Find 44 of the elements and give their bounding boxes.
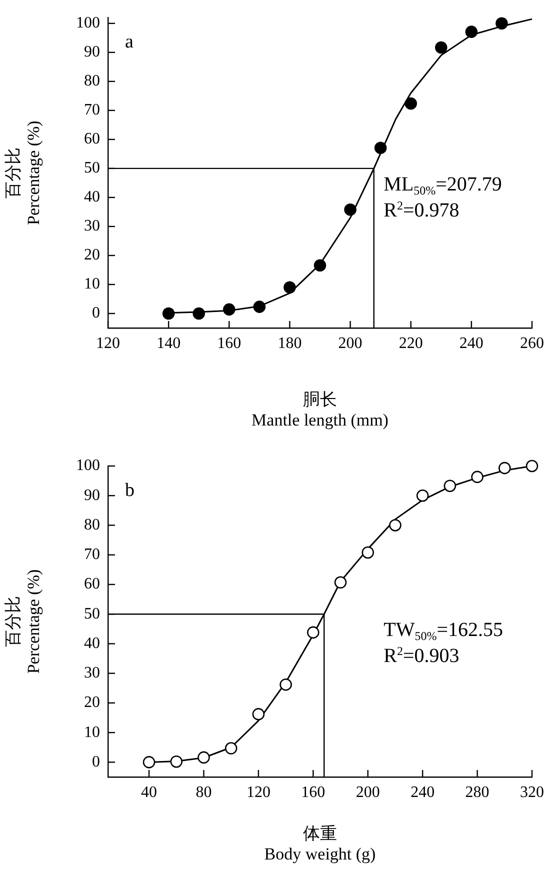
- x-tick-label: 40: [141, 784, 158, 801]
- y-tick-label: 70: [84, 102, 100, 119]
- y-tick-label: 80: [84, 516, 100, 534]
- y-tick-label: 20: [84, 246, 100, 264]
- y-tick-label: 0: [92, 304, 100, 322]
- y-tick-label: 60: [84, 130, 100, 148]
- x-tick-label: 180: [278, 334, 302, 352]
- y-tick-label: 70: [84, 546, 100, 564]
- x-tick-label: 240: [410, 784, 435, 801]
- y-tick-label: 0: [92, 753, 100, 770]
- x-tick-label: 280: [465, 784, 490, 801]
- y-tick-label: 10: [84, 276, 100, 293]
- y-tick-label: 20: [84, 694, 100, 712]
- y-axis-title: 百分比 Percentage (%): [4, 120, 44, 225]
- x-axis-title: 体重 Body weight (g): [264, 824, 376, 864]
- y-tick-label: 50: [84, 160, 100, 177]
- annotation: b: [125, 480, 134, 501]
- x-tick-label: 240: [459, 334, 484, 352]
- x-axis-title: 胴长 Mantle length (mm): [252, 390, 388, 430]
- y-tick-label: 60: [84, 576, 100, 593]
- x-tick-label: 320: [520, 784, 544, 801]
- y-tick-label: 30: [84, 218, 100, 235]
- y-tick-label: 90: [84, 486, 100, 504]
- y-tick-label: 40: [84, 634, 100, 652]
- y-tick-label: 40: [84, 188, 100, 206]
- x-tick-label: 220: [398, 334, 423, 352]
- x-tick-label: 160: [217, 334, 242, 352]
- y-tick-label: 100: [76, 14, 100, 32]
- x-tick-label: 80: [196, 784, 212, 801]
- x-tick-label: 160: [301, 784, 326, 801]
- y-tick-label: 100: [76, 457, 100, 474]
- y-tick-label: 10: [84, 724, 100, 741]
- x-tick-label: 120: [246, 784, 270, 801]
- x-tick-label: 260: [520, 334, 544, 352]
- y-axis-title: 百分比 Percentage (%): [4, 569, 44, 674]
- y-tick-label: 50: [84, 605, 100, 622]
- annotation: a: [125, 32, 134, 53]
- x-tick-label: 200: [356, 784, 380, 801]
- x-tick-label: 140: [156, 334, 181, 352]
- x-tick-label: 200: [338, 334, 362, 352]
- y-tick-label: 80: [84, 72, 100, 90]
- x-tick-label: 120: [96, 334, 120, 352]
- y-tick-label: 30: [84, 664, 100, 682]
- y-tick-label: 90: [84, 44, 100, 61]
